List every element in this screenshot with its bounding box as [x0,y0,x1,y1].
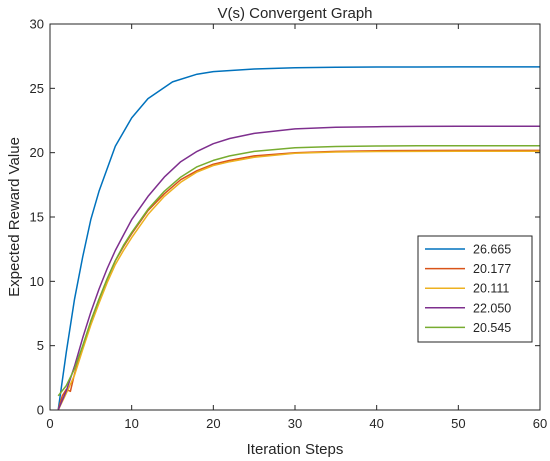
legend-entry-label: 20.545 [473,321,511,335]
y-tick-label: 10 [30,274,44,289]
legend-entry-label: 20.177 [473,262,511,276]
legend-entry-label: 20.111 [473,282,509,296]
y-tick-label: 15 [30,210,44,225]
series-line [57,125,540,411]
legend-entry-label: 22.050 [473,301,511,315]
axis-ticks: 0 10 20 30 40 50 60 0 5 10 15 20 25 30 [30,17,548,432]
x-tick-label: 40 [369,416,383,431]
series-line [57,150,541,411]
x-axis-label: Iteration Steps [247,441,344,458]
y-tick-label: 5 [37,338,44,353]
legend: 26.665 20.177 20.111 22.050 20.545 [417,235,533,343]
y-tick-label: 30 [30,17,44,32]
series-layer [57,66,541,411]
y-tick-label: 20 [30,145,44,160]
legend-box [417,235,533,343]
y-tick-label: 0 [37,403,44,418]
y-tick-label: 25 [30,81,44,96]
x-tick-label: 10 [124,416,138,431]
x-tick-label: 30 [288,416,302,431]
x-tick-label: 60 [533,416,547,431]
y-axis-label: Expected Reward Value [6,137,23,297]
series-line [57,144,540,397]
x-tick-label: 0 [46,416,53,431]
x-tick-label: 20 [206,416,220,431]
x-tick-label: 50 [451,416,465,431]
legend-entry-label: 26.665 [473,243,511,257]
series-line [57,66,540,411]
chart-title: V(s) Convergent Graph [217,5,372,22]
